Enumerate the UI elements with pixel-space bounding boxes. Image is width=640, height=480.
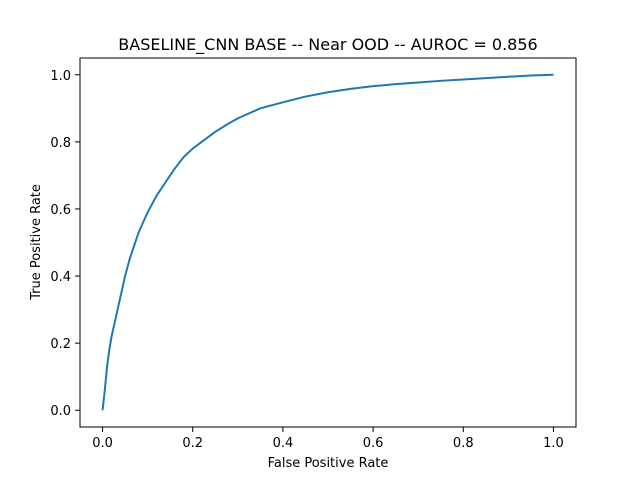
y-tick-label: 0.4: [50, 270, 71, 285]
x-tick-label: 0.4: [273, 436, 294, 451]
y-axis-label: True Positive Rate: [29, 184, 44, 301]
y-tick-label: 1.0: [50, 69, 71, 84]
x-tick-label: 0.6: [363, 436, 384, 451]
x-tick-label: 1.0: [543, 436, 564, 451]
x-tick-label: 0.8: [453, 436, 474, 451]
y-tick-label: 0.6: [50, 203, 71, 218]
y-tick-label: 0.0: [50, 404, 71, 419]
tick-group: 0.0 0.2 0.4 0.6 0.8 1.0 0.0 0.2 0.4 0.6 0.8 1.0: [50, 69, 563, 451]
y-tick-label: 0.2: [50, 337, 71, 352]
roc-curve-line: [101, 73, 554, 411]
plot-frame: [79, 57, 577, 428]
x-tick-label: 0.2: [182, 436, 203, 451]
y-tick-label: 0.8: [50, 136, 71, 151]
chart-title: BASELINE_CNN BASE -- Near OOD -- AUROC =…: [118, 35, 537, 55]
x-axis-label: False Positive Rate: [268, 456, 389, 471]
x-tick-label: 0.0: [92, 436, 113, 451]
